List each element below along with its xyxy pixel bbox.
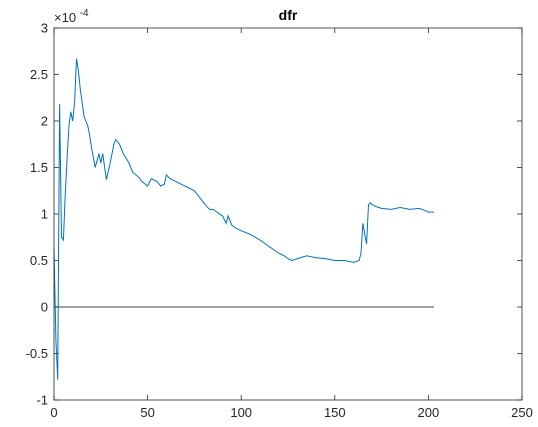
y-tick-label: 2 — [41, 114, 48, 129]
y-tick-label: 2.5 — [30, 67, 48, 82]
y-exponent-label: ×10 -4 — [54, 8, 89, 25]
chart-title: dfr — [279, 7, 298, 23]
plot-area — [54, 28, 522, 400]
x-tick-label: 250 — [511, 405, 533, 420]
x-tick-label: 0 — [50, 405, 57, 420]
y-tick-label: 1.5 — [30, 160, 48, 175]
y-tick-label: -1 — [36, 393, 48, 408]
series-line — [53, 58, 434, 380]
ticks-layer: 0 50 100 150 200 250 -1 -0.5 0 0.5 1 1.5 2 2.5 3 — [26, 21, 533, 421]
y-tick-label: 0.5 — [30, 253, 48, 268]
axes-box — [53, 27, 523, 401]
x-tick-label: 50 — [140, 405, 154, 420]
x-tick-label: 150 — [324, 405, 346, 420]
y-exponent-power: -4 — [80, 8, 89, 19]
y-tick-label: 0 — [41, 300, 48, 315]
x-tick-label: 200 — [418, 405, 440, 420]
x-tick-label: 100 — [230, 405, 252, 420]
y-tick-label: 3 — [41, 21, 48, 36]
y-exponent-base: ×10 — [54, 10, 76, 25]
y-tick-label: 1 — [41, 207, 48, 222]
y-tick-label: -0.5 — [26, 346, 48, 361]
